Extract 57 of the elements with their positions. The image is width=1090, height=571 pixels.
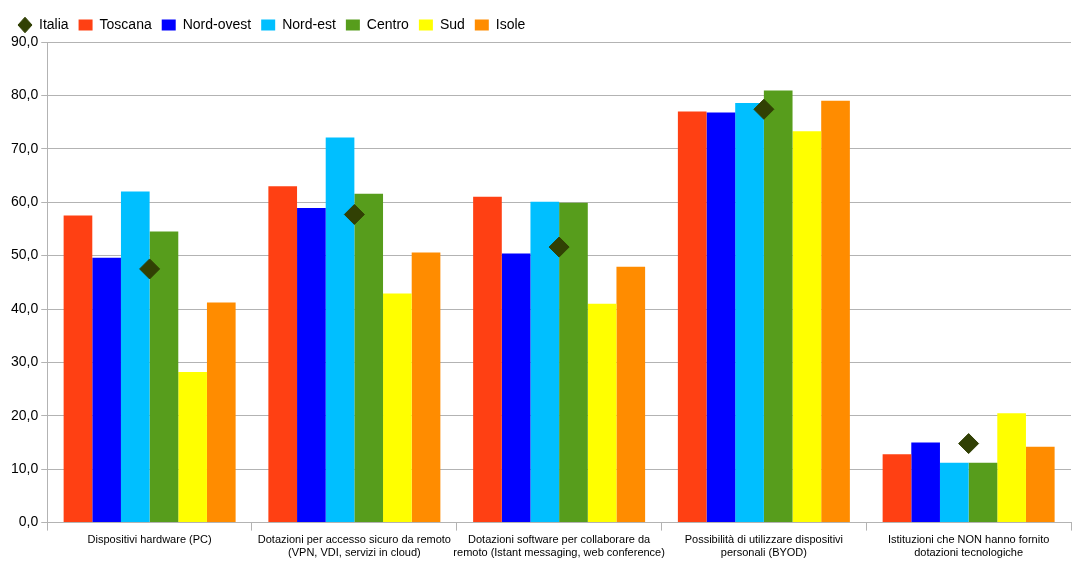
bar: [473, 196, 502, 523]
y-tick-label: 90,0: [11, 32, 39, 49]
bar: [735, 102, 764, 523]
bar: [178, 372, 207, 523]
legend-label: Toscana: [99, 15, 152, 32]
bar: [559, 202, 588, 523]
bar: [149, 231, 179, 523]
y-tick-label: 40,0: [11, 299, 39, 316]
bar: [1025, 446, 1055, 523]
bar: [706, 112, 736, 523]
point: [548, 236, 570, 258]
bar: [120, 191, 150, 523]
bar: [354, 193, 384, 523]
x-tick-label: Dotazioni software per collaborare da remoto (Istant messaging, web conference): [453, 533, 665, 559]
bar: [92, 257, 121, 523]
bar: [268, 186, 298, 523]
y-tick-label: 60,0: [11, 193, 39, 210]
legend-label: Nord-est: [282, 15, 336, 32]
x-tick-label: Possibilità di utilizzare dispositivi personali (BYOD): [684, 533, 844, 559]
bar: [911, 442, 940, 523]
y-tick-label: 10,0: [11, 460, 39, 477]
bar: [325, 137, 355, 523]
bar: [206, 302, 236, 523]
bar: [939, 462, 969, 523]
bar: [616, 266, 646, 523]
bar: [763, 90, 793, 523]
legend-label: Italia: [39, 15, 69, 32]
bar: [792, 131, 822, 523]
legend-label: Centro: [366, 15, 410, 32]
point: [753, 98, 775, 120]
y-tick-label: 30,0: [11, 353, 39, 370]
y-tick-label: 20,0: [11, 406, 39, 423]
bar: [587, 303, 617, 523]
bar: [882, 454, 912, 523]
bar: [530, 201, 560, 523]
bar: [383, 293, 412, 523]
x-tick-label: Dispositivi hardware (PC): [87, 533, 212, 546]
legend-label: Nord-ovest: [182, 15, 252, 32]
bar: [821, 100, 850, 523]
point: [139, 258, 161, 280]
bar: [297, 208, 326, 523]
y-tick-label: 0,0: [18, 513, 39, 530]
legend-label: Sud: [439, 15, 465, 32]
point: [958, 433, 980, 455]
y-tick-label: 70,0: [11, 139, 39, 156]
bar: [677, 111, 707, 523]
y-tick-label: 80,0: [11, 86, 39, 103]
legend-label: Isole: [495, 15, 526, 32]
x-tick-label: Dotazioni per accesso sicuro da remoto (VPN, VDI, servizi in cloud): [257, 533, 451, 559]
bar: [501, 253, 531, 523]
point: [343, 203, 365, 225]
bar: [968, 462, 998, 523]
y-tick-label: 50,0: [11, 246, 39, 263]
x-tick-label: Istituzioni che NON hanno fornito dotazioni tecnologiche: [887, 533, 1050, 559]
bar: [411, 252, 441, 523]
bar: [997, 413, 1026, 523]
bar: [63, 215, 93, 523]
